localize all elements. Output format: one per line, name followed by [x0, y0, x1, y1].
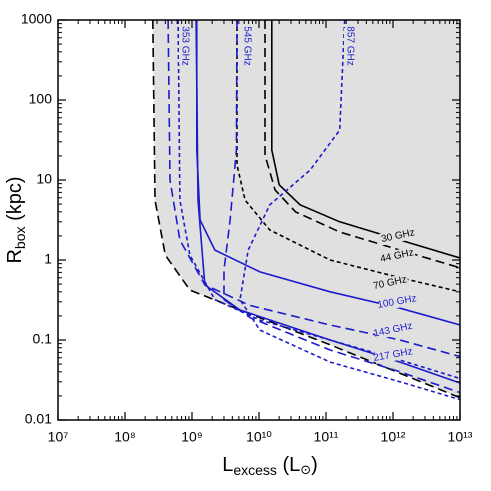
curve [239, 20, 460, 401]
label-background [374, 345, 412, 365]
curve-label-group: 545 GHz [241, 26, 253, 66]
x-tick-label: 10⁸ [114, 429, 136, 445]
curve [167, 20, 460, 358]
x-tick-label: 10⁷ [48, 429, 69, 445]
x-tick-label: 10¹¹ [314, 429, 339, 445]
x-axis-label: Lexcess (L⊙) [222, 454, 318, 477]
x-tick-label: 10¹⁰ [246, 429, 272, 445]
curve-label: 857 GHz [344, 26, 355, 65]
label-background [378, 246, 416, 266]
label-background [344, 28, 356, 64]
label-background [371, 273, 409, 293]
label-background [378, 292, 416, 312]
curve-label-group: 857 GHz [344, 26, 356, 66]
label-background [241, 28, 253, 64]
label-background [374, 320, 412, 340]
x-tick-label: 10⁹ [181, 429, 203, 445]
x-tick-label: 10¹² [381, 429, 406, 445]
label-background [379, 226, 417, 246]
curve-label: 545 GHz [241, 26, 252, 65]
y-tick-label: 0.1 [33, 331, 53, 347]
y-tick-label: 1000 [21, 11, 52, 27]
y-tick-label: 100 [29, 91, 53, 107]
curve-label-group: 353 GHz [179, 26, 191, 66]
y-tick-label: 1 [44, 251, 52, 267]
y-tick-label: 0.01 [25, 411, 52, 427]
x-tick-label: 10¹³ [448, 429, 473, 445]
curve [223, 20, 460, 394]
label-background [179, 28, 191, 64]
y-axis-label: Rbox (kpc) [4, 176, 27, 263]
y-tick-label: 10 [36, 171, 52, 187]
curve-label: 353 GHz [179, 26, 190, 65]
